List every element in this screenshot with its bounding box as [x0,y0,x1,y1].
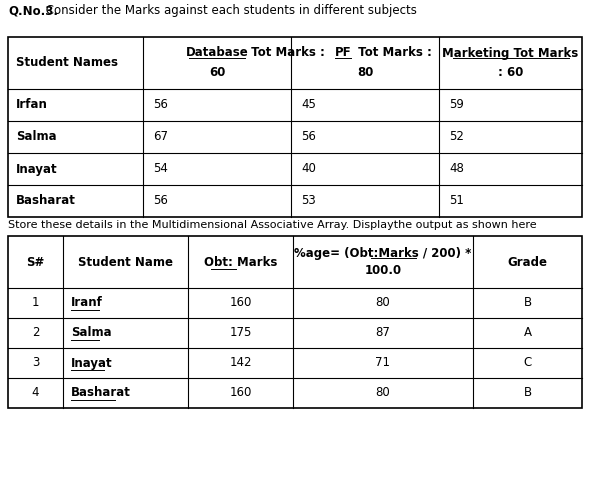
Text: Consider the Marks against each students in different subjects: Consider the Marks against each students… [42,4,417,17]
Text: B: B [523,387,532,400]
Text: B: B [523,297,532,309]
Text: Iranf: Iranf [71,297,103,309]
Text: Irfan: Irfan [16,98,48,112]
Text: Obt: Marks: Obt: Marks [204,255,277,269]
Text: PF: PF [334,47,351,60]
Text: 80: 80 [376,297,390,309]
Bar [8,236,582,408]
Text: 2: 2 [32,327,39,339]
Text: 100.0: 100.0 [365,265,401,277]
Text: Q.No.3.: Q.No.3. [8,4,58,17]
Text: A: A [523,327,532,339]
Text: 60: 60 [209,66,225,80]
Text: 71: 71 [375,357,391,369]
Text: Grade: Grade [507,255,548,269]
Text: 51: 51 [449,194,464,208]
Text: 56: 56 [301,130,316,144]
Text: Store these details in the Multidimensional Associative Array. Displaythe output: Store these details in the Multidimensio… [8,220,536,230]
Text: Inayat: Inayat [71,357,112,369]
Text: Tot Marks :: Tot Marks : [247,47,325,60]
Text: Marketing Tot Marks: Marketing Tot Marks [442,47,578,60]
Text: Salma: Salma [71,327,112,339]
Text: 67: 67 [153,130,168,144]
Text: 80: 80 [357,66,373,80]
Text: Basharat: Basharat [71,387,131,400]
Text: 80: 80 [376,387,390,400]
Text: S#: S# [27,255,44,269]
Text: 3: 3 [32,357,39,369]
Text: Inayat: Inayat [16,162,57,176]
Text: 56: 56 [153,194,168,208]
Text: 160: 160 [229,387,252,400]
Text: : 60: : 60 [498,66,523,80]
Text: Tot Marks :: Tot Marks : [354,47,432,60]
Text: 40: 40 [301,162,316,176]
Text: 56: 56 [153,98,168,112]
Text: 142: 142 [229,357,252,369]
Text: 48: 48 [449,162,464,176]
Text: Salma: Salma [16,130,57,144]
Text: Student Name: Student Name [78,255,173,269]
Text: 175: 175 [229,327,252,339]
Text: 53: 53 [301,194,316,208]
Text: C: C [523,357,532,369]
Text: %age= (Obt:Marks / 200) *: %age= (Obt:Marks / 200) * [294,246,472,259]
Text: 4: 4 [32,387,39,400]
Bar [8,37,582,217]
Text: 54: 54 [153,162,168,176]
Text: 1: 1 [32,297,39,309]
Text: 59: 59 [449,98,464,112]
Text: Student Names: Student Names [16,57,118,69]
Text: Database: Database [186,47,249,60]
Text: 45: 45 [301,98,316,112]
Text: 52: 52 [449,130,464,144]
Text: 87: 87 [375,327,391,339]
Text: 160: 160 [229,297,252,309]
Text: Basharat: Basharat [16,194,76,208]
